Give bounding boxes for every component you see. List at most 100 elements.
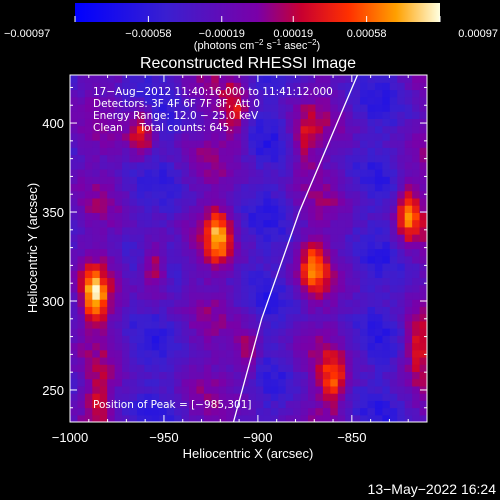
heatmap-cell: [129, 320, 138, 329]
heatmap-cell: [315, 335, 324, 344]
heatmap-cell: [218, 328, 227, 336]
heatmap-cell: [337, 284, 346, 293]
heatmap-cell: [129, 277, 138, 286]
heatmap-cell: [270, 385, 279, 394]
heatmap-cell: [397, 270, 406, 279]
heatmap-cell: [144, 96, 153, 105]
heatmap-cell: [330, 241, 339, 250]
heatmap-cell: [144, 161, 153, 170]
heatmap-cell: [84, 183, 93, 192]
heatmap-cell: [211, 118, 220, 127]
heatmap-cell: [315, 190, 324, 199]
heatmap-cell: [352, 226, 361, 235]
heatmap-cell: [397, 111, 406, 119]
heatmap-cell: [189, 118, 198, 127]
heatmap-cell: [233, 371, 242, 380]
heatmap-cell: [77, 356, 86, 365]
heatmap-cell: [70, 82, 79, 91]
heatmap-cell: [419, 313, 427, 322]
heatmap-cell: [308, 248, 317, 257]
heatmap-cell: [412, 371, 421, 380]
heatmap-cell: [166, 219, 175, 228]
heatmap-cell: [241, 342, 250, 351]
heatmap-cell: [226, 270, 235, 279]
heatmap-cell: [159, 407, 168, 416]
heatmap-cell: [77, 161, 86, 170]
heatmap-cell: [144, 270, 153, 279]
heatmap-cell: [419, 378, 427, 387]
heatmap-cell: [174, 364, 183, 372]
heatmap-cell: [419, 241, 427, 250]
heatmap-cell: [404, 400, 413, 409]
heatmap-cell: [397, 212, 406, 221]
heatmap-cell: [322, 262, 331, 271]
heatmap-cell: [136, 262, 145, 271]
heatmap-cell: [404, 328, 413, 336]
heatmap-cell: [360, 284, 369, 293]
heatmap-cell: [412, 342, 421, 351]
heatmap-cell: [374, 291, 383, 300]
heatmap-cell: [270, 103, 279, 112]
heatmap-cell: [196, 82, 205, 91]
heatmap-cell: [308, 313, 317, 322]
heatmap-cell: [241, 140, 250, 148]
heatmap-cell: [337, 335, 346, 344]
heatmap-cell: [382, 335, 391, 344]
heatmap-cell: [107, 371, 116, 380]
heatmap-cell: [70, 168, 79, 177]
heatmap-cell: [360, 393, 369, 401]
heatmap-cell: [308, 277, 317, 286]
heatmap-cell: [99, 277, 108, 286]
heatmap-cell: [181, 378, 190, 387]
heatmap-cell: [263, 82, 272, 91]
heatmap-cell: [337, 125, 346, 134]
heatmap-cell: [345, 147, 354, 156]
heatmap-cell: [122, 168, 131, 177]
heatmap-cell: [300, 335, 309, 344]
heatmap-cell: [352, 154, 361, 163]
heatmap-cell: [322, 320, 331, 329]
heatmap-cell: [107, 414, 116, 422]
heatmap-cell: [136, 205, 145, 213]
heatmap-cell: [196, 183, 205, 192]
heatmap-cell: [99, 161, 108, 170]
heatmap-cell: [70, 306, 79, 315]
heatmap-cell: [226, 328, 235, 336]
heatmap-cell: [99, 385, 108, 394]
heatmap-cell: [211, 89, 220, 98]
heatmap-cell: [144, 132, 153, 141]
heatmap-cell: [315, 270, 324, 279]
heatmap-cell: [114, 96, 123, 105]
heatmap-cell: [92, 140, 101, 148]
heatmap-cell: [278, 371, 287, 380]
heatmap-cell: [248, 313, 257, 322]
heatmap-cell: [218, 168, 227, 177]
heatmap-cell: [419, 89, 427, 98]
heatmap-cell: [352, 356, 361, 365]
heatmap-cell: [389, 270, 398, 279]
heatmap-cell: [189, 313, 198, 322]
heatmap-cell: [241, 328, 250, 336]
heatmap-cell: [389, 140, 398, 148]
heatmap-cell: [382, 349, 391, 358]
heatmap-cell: [315, 277, 324, 286]
heatmap-cell: [84, 154, 93, 163]
heatmap-cell: [218, 342, 227, 351]
plot-area: [70, 75, 427, 422]
heatmap-cell: [77, 393, 86, 401]
heatmap-cell: [166, 176, 175, 185]
heatmap-cell: [374, 205, 383, 213]
heatmap-cell: [226, 234, 235, 242]
heatmap-cell: [352, 270, 361, 279]
heatmap-cell: [84, 393, 93, 401]
heatmap-cell: [233, 241, 242, 250]
heatmap-cell: [367, 82, 376, 91]
heatmap-cell: [374, 154, 383, 163]
heatmap-cell: [99, 255, 108, 264]
heatmap-cell: [241, 320, 250, 329]
heatmap-cell: [419, 342, 427, 351]
heatmap-cell: [233, 320, 242, 329]
heatmap-cell: [151, 176, 160, 185]
heatmap-cell: [412, 407, 421, 416]
heatmap-cell: [300, 299, 309, 307]
